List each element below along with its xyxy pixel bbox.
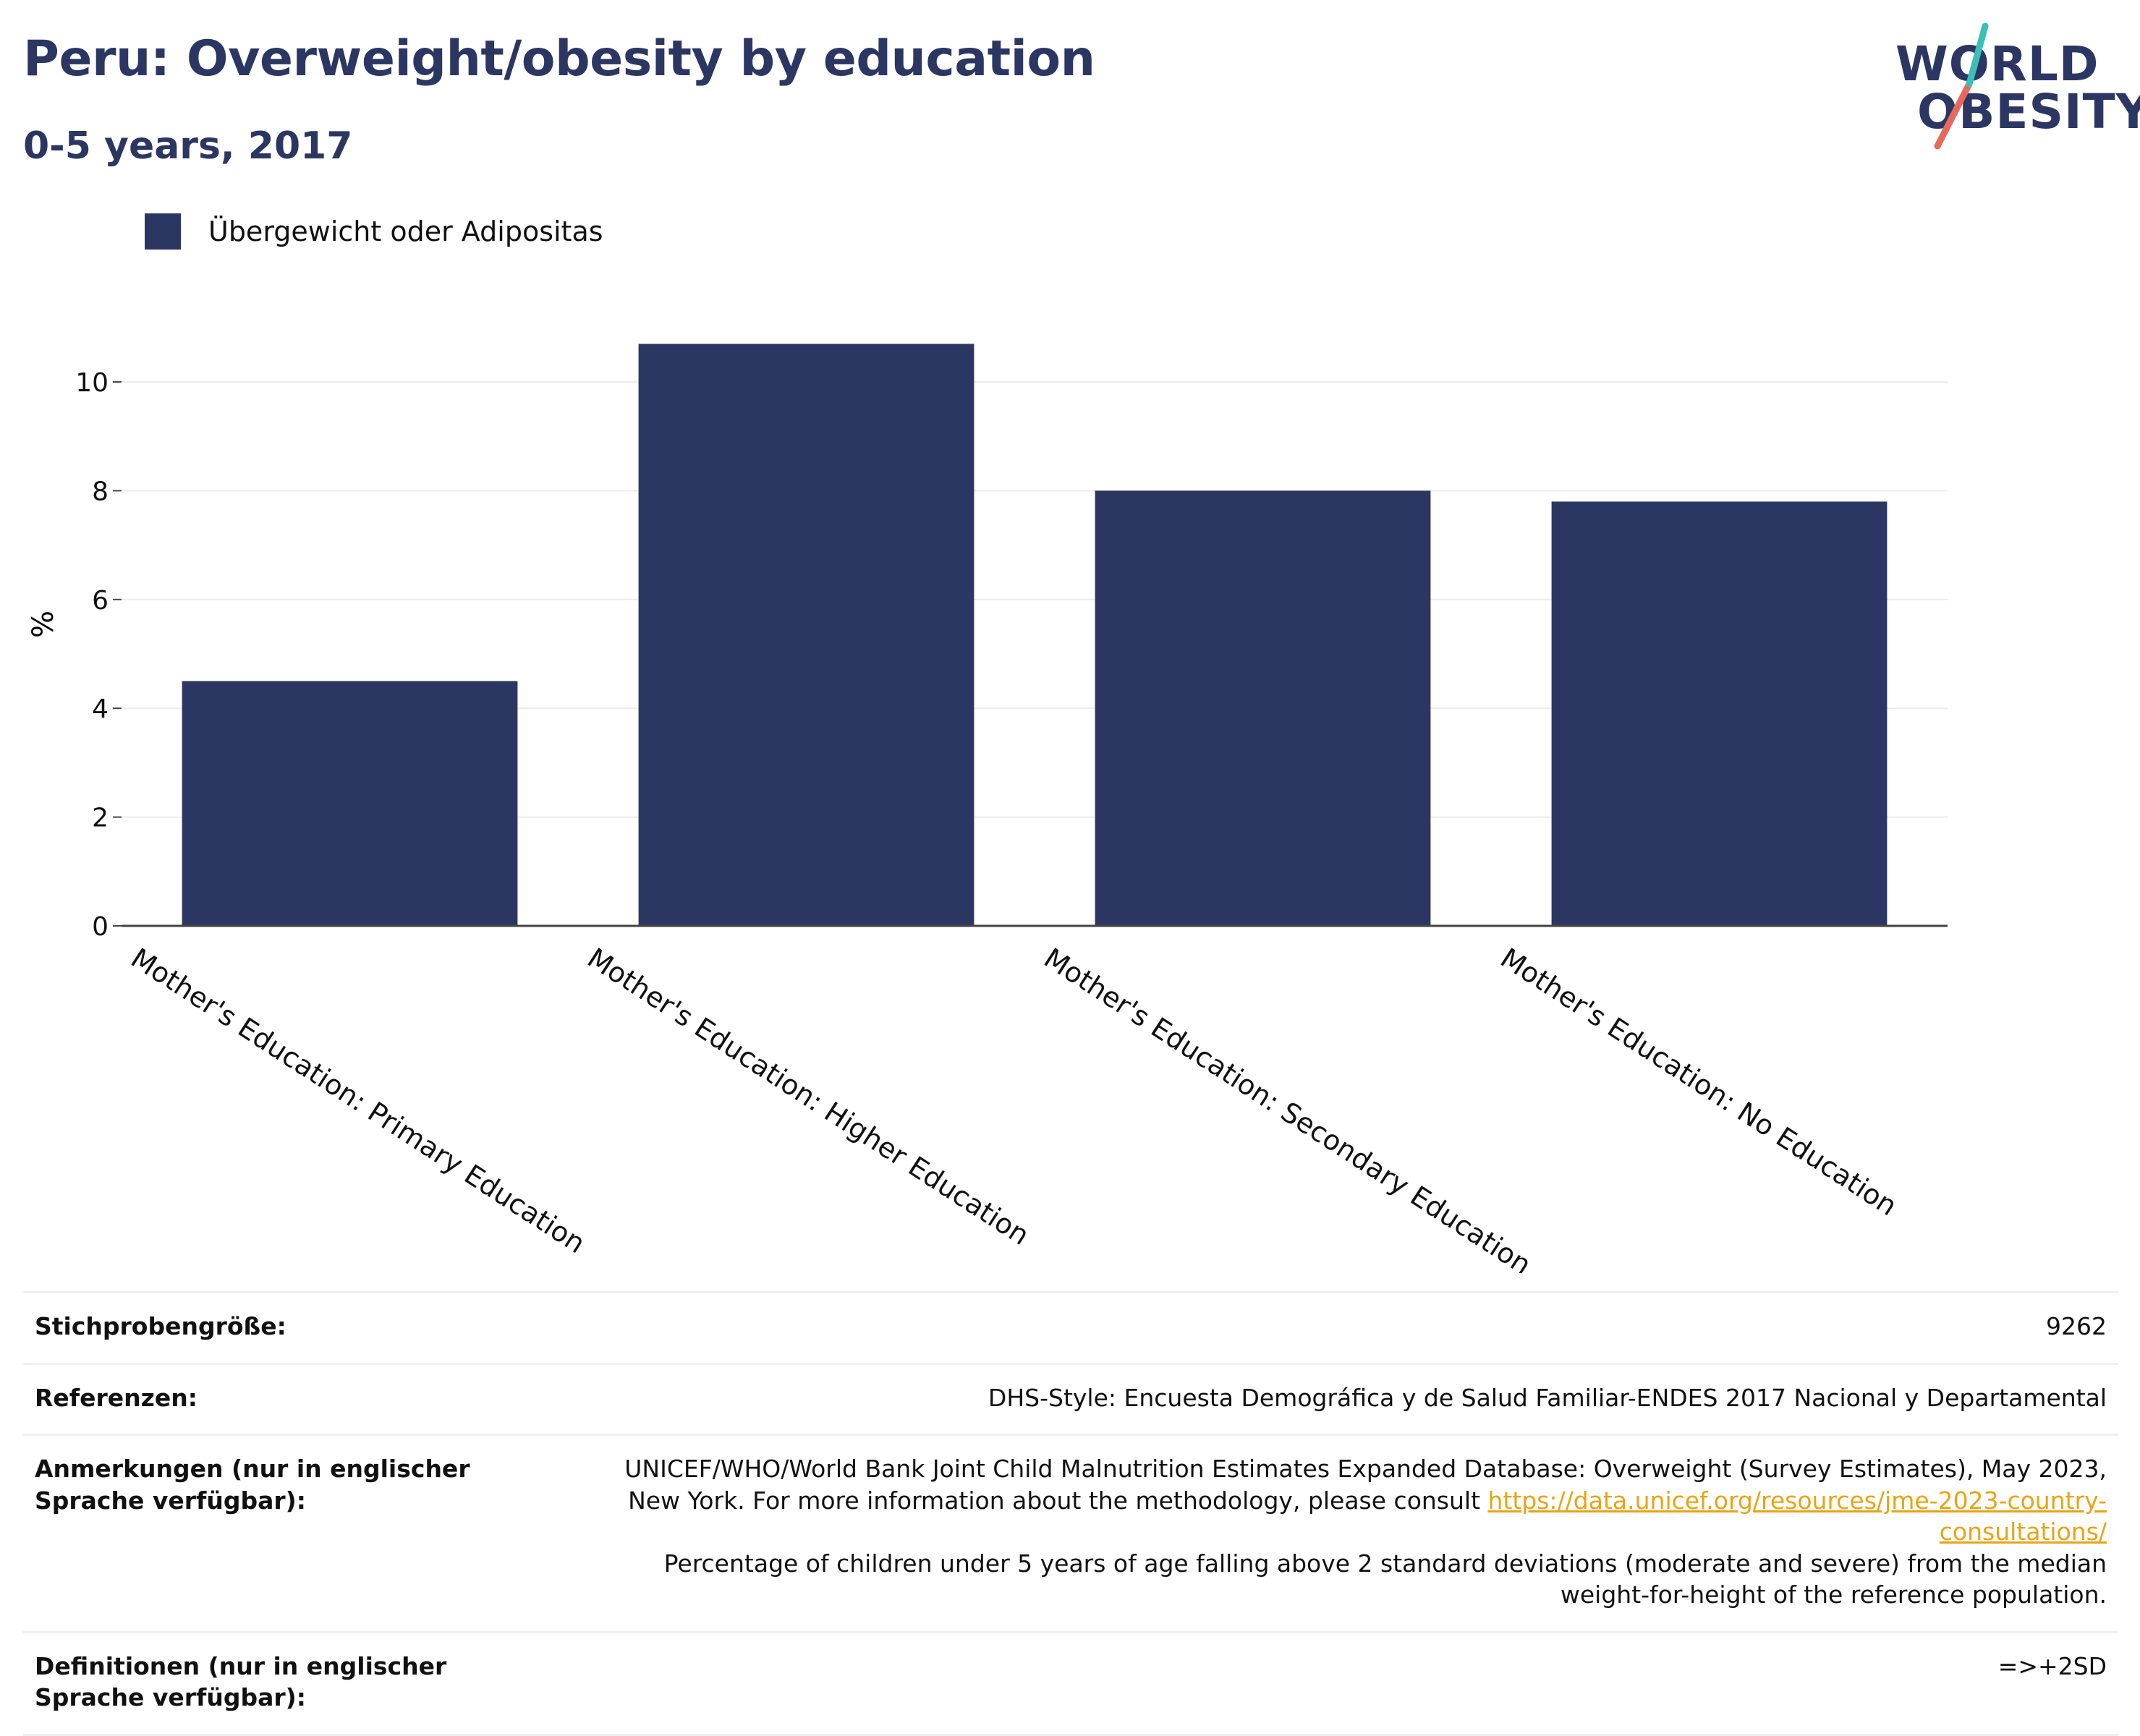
sample-size-label: Stichprobengröße: <box>23 1291 567 1364</box>
sample-size-value: 9262 <box>567 1291 2118 1364</box>
bar <box>638 344 975 926</box>
chart-subtitle: 0-5 years, 2017 <box>23 124 353 168</box>
y-tick-label: 6 <box>92 586 109 616</box>
y-tick-label: 8 <box>92 477 109 506</box>
methodology-link[interactable]: https://data.unicef.org/resources/jme-20… <box>1487 1486 2107 1546</box>
notes-text-2: Percentage of children under 5 years of … <box>663 1549 2107 1609</box>
notes-value: UNICEF/WHO/World Bank Joint Child Malnut… <box>567 1434 2118 1633</box>
notes-label: Anmerkungen (nur in englischer Sprache v… <box>23 1434 567 1633</box>
world-obesity-logo: WORLD OBESITY <box>1888 22 2140 152</box>
x-tick-label: Mother's Education: Primary Education <box>125 942 590 1259</box>
y-tick-label: 2 <box>92 804 109 833</box>
y-tick-label: 0 <box>92 912 109 942</box>
bar <box>1095 490 1431 926</box>
x-tick-label: Mother's Education: Secondary Education <box>1038 942 1537 1273</box>
info-row-definitions: Definitionen (nur in englischer Sprache … <box>23 1630 2118 1736</box>
bar <box>182 681 518 926</box>
references-label: Referenzen: <box>23 1362 567 1435</box>
y-tick-label: 10 <box>75 368 109 398</box>
references-value: DHS-Style: Encuesta Demográfica y de Sal… <box>567 1362 2118 1435</box>
chart-legend[interactable]: Übergewicht oder Adipositas <box>145 213 603 250</box>
notes-text-1: UNICEF/WHO/World Bank Joint Child Malnut… <box>624 1455 2107 1515</box>
info-row-sample: Stichprobengröße: 9262 <box>23 1291 2118 1364</box>
logo-slash-icon <box>1934 22 1989 150</box>
chart-title: Peru: Overweight/obesity by education <box>23 30 1095 88</box>
bar-chart: 0 2 4 6 8 10 Mother's Education: Primary Educa… <box>75 344 1948 1273</box>
legend-label: Übergewicht oder Adipositas <box>208 216 603 247</box>
info-table: Stichprobengröße: 9262 Referenzen: DHS-S… <box>23 1291 2118 1736</box>
y-tick-label: 4 <box>92 694 109 724</box>
x-tick-label: Mother's Education: No Education <box>1495 942 1903 1222</box>
x-tick-label: Mother's Education: Higher Education <box>582 942 1035 1251</box>
legend-swatch <box>145 213 181 250</box>
logo-word-world: WORLD <box>1895 36 2099 92</box>
bar <box>1551 501 1888 926</box>
info-row-references: Referenzen: DHS-Style: Encuesta Demográf… <box>23 1362 2118 1435</box>
info-row-notes: Anmerkungen (nur in englischer Sprache v… <box>23 1434 2118 1633</box>
definitions-label: Definitionen (nur in englischer Sprache … <box>23 1630 567 1736</box>
definitions-value: =>+2SD <box>567 1630 2118 1736</box>
